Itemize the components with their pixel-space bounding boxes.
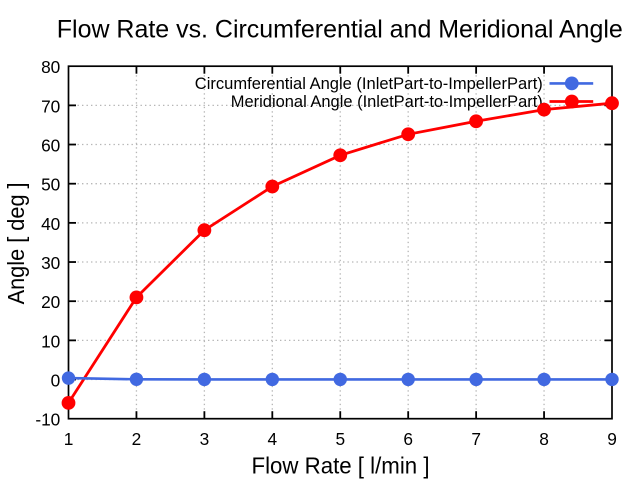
svg-text:2: 2 [132,429,142,449]
svg-text:6: 6 [403,429,413,449]
svg-text:Circumferential Angle (InletPa: Circumferential Angle (InletPart-to-Impe… [195,75,543,93]
svg-text:20: 20 [41,292,60,312]
svg-text:10: 10 [41,331,60,351]
svg-text:Flow Rate vs. Circumferential: Flow Rate vs. Circumferential and Meridi… [57,16,623,44]
svg-text:70: 70 [41,96,60,116]
svg-text:Flow Rate [ l/min ]: Flow Rate [ l/min ] [252,453,430,479]
svg-text:0: 0 [51,371,61,391]
svg-text:50: 50 [41,175,60,195]
svg-text:7: 7 [471,429,481,449]
svg-text:4: 4 [267,429,277,449]
svg-text:80: 80 [41,57,60,77]
svg-text:Angle [ deg ]: Angle [ deg ] [3,182,29,304]
svg-text:8: 8 [539,429,549,449]
svg-text:3: 3 [200,429,210,449]
svg-text:Meridional Angle (InletPart-to: Meridional Angle (InletPart-to-ImpellerP… [231,93,543,111]
svg-text:-10: -10 [35,410,60,430]
svg-text:1: 1 [64,429,74,449]
svg-text:60: 60 [41,136,60,156]
svg-text:30: 30 [41,253,60,273]
svg-text:9: 9 [607,429,617,449]
svg-text:5: 5 [335,429,345,449]
svg-text:40: 40 [41,214,60,234]
